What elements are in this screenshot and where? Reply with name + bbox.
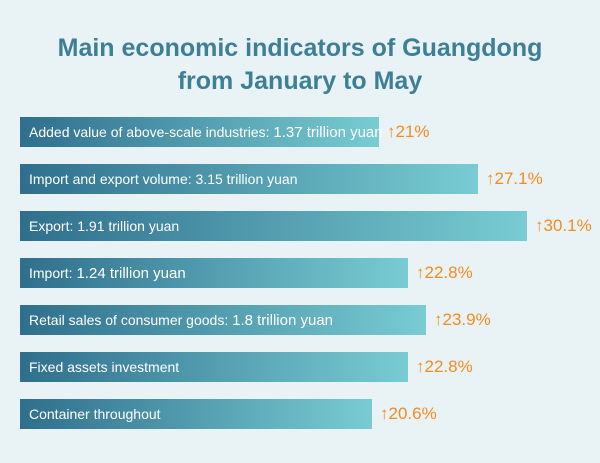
bar-5 xyxy=(20,352,408,382)
bar-value-text-0: 1.37 trillion yuan xyxy=(273,124,383,141)
bar-0 xyxy=(20,117,379,147)
bar-label-1: Import and export volume: 3.15 trillion … xyxy=(29,170,297,188)
bar-value-text-4: 1.8 trillion yuan xyxy=(232,312,334,329)
bar-label-2: Export: 1.91 trillion yuan xyxy=(29,217,179,235)
bar-label-4: Retail sales of consumer goods: 1.8 tril… xyxy=(29,311,333,330)
chart-title-line-1: Main economic indicators of Guangdong xyxy=(57,34,543,62)
bar-label-3: Import: 1.24 trillion yuan xyxy=(29,264,186,283)
bar-label-text-0: Added value of above-scale industries: xyxy=(29,124,274,140)
bar-label-5: Fixed assets investment xyxy=(29,358,179,376)
bar-3 xyxy=(20,258,408,288)
bar-label-text-6: Container throughout xyxy=(29,406,161,422)
growth-label-6: ↑20.6% xyxy=(380,404,437,423)
bar-2 xyxy=(20,211,527,241)
growth-label-4: ↑23.9% xyxy=(434,310,491,329)
bar-label-text-1: Import and export volume: 3.15 trillion … xyxy=(29,171,298,187)
bar-4 xyxy=(20,305,426,335)
chart-title: Main economic indicators of Guangdong fr… xyxy=(0,32,600,98)
chart-title-line-2: from January to May xyxy=(177,67,423,95)
growth-label-5: ↑22.8% xyxy=(416,357,473,376)
bar-1 xyxy=(20,164,478,194)
growth-label-2: ↑30.1% xyxy=(535,216,592,235)
growth-label-1: ↑27.1% xyxy=(486,169,543,188)
bar-label-text-2: Export: 1.91 trillion yuan xyxy=(29,218,180,234)
bar-6 xyxy=(20,399,372,429)
bar-label-6: Container throughout xyxy=(29,405,161,423)
bar-value-text-3: 1.24 trillion yuan xyxy=(76,265,186,282)
bar-label-text-5: Fixed assets investment xyxy=(29,359,180,375)
bar-label-text-4: Retail sales of consumer goods: xyxy=(29,312,233,328)
bar-label-0: Added value of above-scale industries: 1… xyxy=(29,123,383,142)
bar-label-text-3: Import: xyxy=(29,265,77,281)
growth-label-3: ↑22.8% xyxy=(416,263,473,282)
growth-label-0: ↑21% xyxy=(387,122,430,141)
